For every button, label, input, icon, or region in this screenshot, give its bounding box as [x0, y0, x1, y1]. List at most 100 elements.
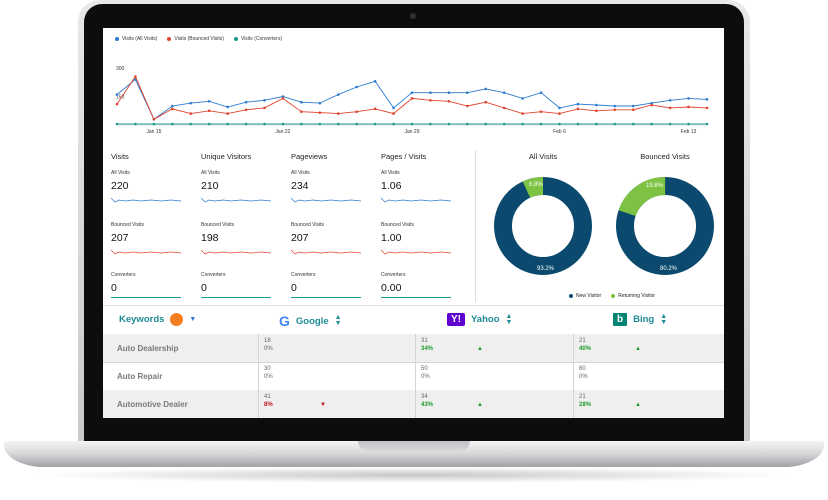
data-point[interactable] [613, 104, 617, 108]
data-point[interactable] [466, 104, 469, 108]
data-point[interactable] [705, 106, 709, 110]
data-point[interactable] [595, 122, 598, 126]
data-point[interactable] [447, 99, 451, 103]
data-point[interactable] [115, 93, 119, 96]
data-point[interactable] [502, 122, 506, 126]
data-point[interactable] [355, 85, 358, 89]
data-point[interactable] [226, 105, 229, 109]
legend-item-bounced-visits[interactable]: Visits (Bounced Visits) [167, 36, 224, 42]
data-point[interactable] [631, 122, 635, 126]
data-point[interactable] [373, 107, 377, 111]
data-point[interactable] [189, 101, 193, 105]
keywords-column-header[interactable]: Keywords ▼ [119, 313, 197, 326]
data-point[interactable] [521, 112, 524, 115]
data-point[interactable] [668, 106, 672, 110]
data-point[interactable] [576, 122, 580, 126]
donut-slice-returning-visitor[interactable] [615, 176, 715, 276]
data-point[interactable] [668, 122, 672, 126]
data-point[interactable] [152, 122, 156, 126]
data-point[interactable] [705, 98, 709, 101]
sort-icon[interactable]: ▲ ▼ [334, 314, 342, 327]
yahoo-column-header[interactable]: Y! Yahoo ▲ ▼ [447, 313, 512, 326]
data-point[interactable] [429, 91, 432, 94]
data-point[interactable] [650, 101, 653, 105]
donut-slice-returning-visitor[interactable] [493, 176, 593, 276]
legend-new-visitor[interactable]: New Visitor [569, 293, 601, 299]
data-point[interactable] [373, 122, 377, 126]
data-point[interactable] [502, 106, 506, 110]
data-point[interactable] [650, 122, 653, 126]
data-point[interactable] [410, 91, 414, 94]
data-point[interactable] [392, 106, 395, 110]
data-point[interactable] [539, 110, 543, 113]
data-point[interactable] [429, 122, 432, 126]
data-point[interactable] [263, 99, 266, 102]
data-point[interactable] [410, 97, 414, 100]
data-point[interactable] [263, 122, 266, 126]
data-point[interactable] [355, 110, 358, 113]
data-point[interactable] [226, 122, 229, 126]
legend-returning-visitor[interactable]: Returning Visitor [611, 293, 655, 299]
data-point[interactable] [300, 100, 303, 104]
data-point[interactable] [466, 91, 469, 94]
data-point[interactable] [171, 104, 174, 108]
data-point[interactable] [687, 122, 690, 126]
data-point[interactable] [355, 122, 358, 126]
data-point[interactable] [595, 103, 598, 107]
data-point[interactable] [115, 122, 119, 126]
data-point[interactable] [539, 122, 543, 126]
data-point[interactable] [244, 100, 248, 104]
data-point[interactable] [281, 122, 285, 126]
data-point[interactable] [687, 97, 690, 100]
data-point[interactable] [595, 109, 598, 113]
data-point[interactable] [373, 80, 377, 83]
data-point[interactable] [134, 75, 137, 78]
data-point[interactable] [244, 108, 248, 112]
table-row[interactable]: Automotive Dealer 41 8% ▼ 34 43% ▲ 21 28% ▲ [103, 390, 724, 418]
data-point[interactable] [281, 97, 285, 100]
data-point[interactable] [410, 122, 414, 126]
data-point[interactable] [152, 118, 156, 121]
data-point[interactable] [189, 112, 193, 115]
data-point[interactable] [300, 122, 303, 126]
data-point[interactable] [244, 122, 248, 126]
bing-column-header[interactable]: b Bing ▲ ▼ [613, 313, 667, 326]
data-point[interactable] [429, 99, 432, 102]
data-point[interactable] [631, 104, 635, 108]
data-point[interactable] [484, 87, 488, 91]
data-point[interactable] [336, 122, 340, 126]
sort-icon[interactable]: ▲ ▼ [660, 312, 668, 326]
data-point[interactable] [263, 106, 266, 110]
google-column-header[interactable]: G Google ▲ ▼ [279, 313, 342, 329]
data-point[interactable] [576, 107, 580, 111]
data-point[interactable] [207, 109, 211, 113]
data-point[interactable] [171, 107, 174, 111]
data-point[interactable] [115, 102, 119, 106]
donut-slice-new-visitor[interactable] [494, 177, 592, 275]
data-point[interactable] [318, 101, 322, 105]
data-point[interactable] [134, 122, 137, 126]
data-point[interactable] [484, 122, 488, 126]
data-point[interactable] [171, 122, 174, 126]
table-row[interactable]: Auto Repair 30 0% 50 0% 60 0% [103, 362, 724, 391]
data-point[interactable] [226, 112, 229, 115]
data-point[interactable] [668, 99, 672, 102]
data-point[interactable] [207, 122, 211, 126]
legend-item-all-visits[interactable]: Visits (All Visits) [115, 36, 157, 42]
table-row[interactable]: Auto Dealership 18 0% 31 34% ▲ 21 40% ▲ [103, 334, 724, 363]
data-point[interactable] [650, 103, 653, 107]
data-point[interactable] [521, 97, 524, 100]
legend-item-converters[interactable]: Visits (Converters) [233, 36, 282, 42]
caret-down-icon[interactable]: ▼ [189, 316, 197, 323]
data-point[interactable] [705, 122, 709, 126]
data-point[interactable] [318, 111, 322, 114]
data-point[interactable] [613, 108, 617, 112]
data-point[interactable] [466, 122, 469, 126]
data-point[interactable] [558, 112, 561, 115]
data-point[interactable] [576, 102, 580, 106]
data-point[interactable] [281, 95, 285, 98]
data-point[interactable] [447, 91, 451, 94]
data-point[interactable] [300, 110, 303, 113]
data-point[interactable] [447, 122, 451, 126]
data-point[interactable] [687, 105, 690, 109]
